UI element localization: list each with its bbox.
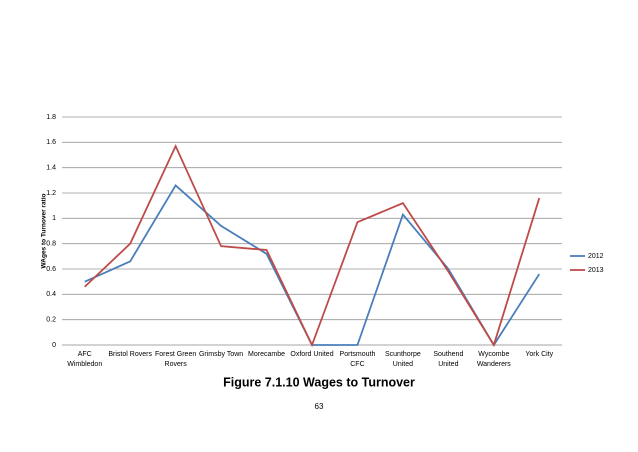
- y-tick-label: 1.6: [46, 139, 56, 146]
- y-tick-label: 1.2: [46, 190, 56, 197]
- legend-label: 2013: [588, 267, 604, 274]
- y-tick-label: 0.2: [46, 317, 56, 324]
- x-tick-label: Scunthorpe United: [385, 351, 421, 368]
- x-tick-label: AFC Wimbledon: [67, 351, 103, 368]
- x-tick-label: Morecambe: [248, 351, 286, 358]
- page-number: 63: [315, 402, 324, 411]
- y-tick-label: 1.4: [46, 165, 56, 172]
- series-line: [84, 184, 541, 347]
- x-tick-label: Portsmouth CFC: [339, 351, 376, 368]
- x-tick-label: Southend United: [433, 351, 464, 368]
- y-tick-label: 0.6: [46, 266, 56, 273]
- chart-title: Figure 7.1.10 Wages to Turnover: [223, 375, 415, 389]
- series-line: [84, 143, 541, 348]
- x-tick-label: Wycombe Wanderers: [476, 351, 511, 368]
- x-tick-label: Forest Green Rovers: [155, 351, 197, 368]
- x-tick-label: Oxford United: [290, 351, 334, 358]
- x-tick-label: Grimsby Town: [198, 351, 244, 358]
- y-tick-label: 0.4: [46, 291, 56, 298]
- y-tick-label: 0.8: [46, 241, 56, 248]
- y-tick-label: 1: [52, 215, 56, 222]
- legend-label: 2012: [588, 253, 604, 260]
- y-tick-label: 0: [52, 342, 56, 349]
- x-tick-label: York City: [525, 351, 554, 358]
- y-axis-label: WAges to Turnover ratio: [41, 193, 48, 268]
- y-tick-label: 1.8: [46, 114, 56, 121]
- x-tick-label: Bristol Rovers: [108, 351, 152, 358]
